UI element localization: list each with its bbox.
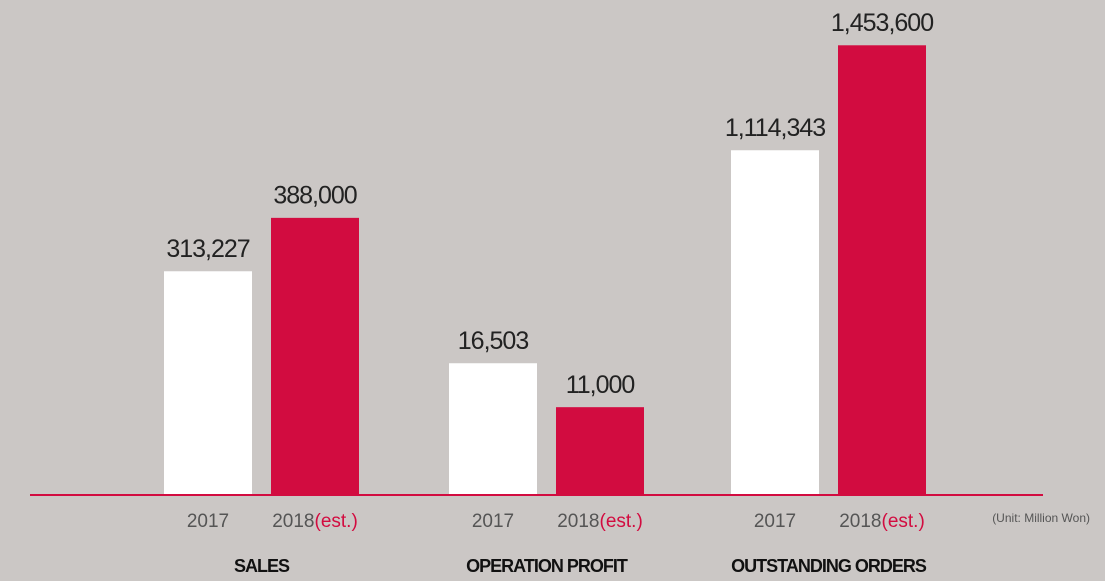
category-label: 2017 (754, 511, 796, 532)
value-label: 1,453,600 (831, 9, 933, 37)
bar (731, 150, 819, 496)
category-year: 2018 (557, 511, 599, 532)
estimate-note: (est.) (315, 511, 358, 532)
bar (556, 407, 644, 495)
value-label: 1,114,343 (725, 114, 825, 142)
category-label: 2018(est.) (557, 511, 643, 532)
value-label: 313,227 (166, 235, 249, 263)
category-label: 2018(est.) (272, 511, 358, 532)
category-year: 2018 (272, 511, 314, 532)
bar (449, 363, 537, 495)
bar (838, 45, 926, 495)
category-label: 2017 (472, 511, 514, 532)
group-title: SALES (234, 556, 290, 576)
bar (271, 217, 359, 495)
unit-note: (Unit: Million Won) (992, 511, 1090, 525)
group-title: OUTSTANDING ORDERS (731, 556, 927, 576)
estimate-note: (est.) (600, 511, 643, 532)
bar (164, 271, 252, 495)
estimate-note: (est.) (882, 511, 925, 532)
value-label: 11,000 (566, 371, 635, 399)
category-year: 2017 (187, 511, 229, 532)
category-year: 2017 (472, 511, 514, 532)
category-label: 2018(est.) (839, 511, 925, 532)
category-label: 2017 (187, 511, 229, 532)
category-year: 2017 (754, 511, 796, 532)
value-label: 388,000 (273, 181, 356, 209)
value-label: 16,503 (458, 327, 529, 355)
group-title: OPERATION PROFIT (466, 556, 628, 576)
category-year: 2018 (839, 511, 881, 532)
